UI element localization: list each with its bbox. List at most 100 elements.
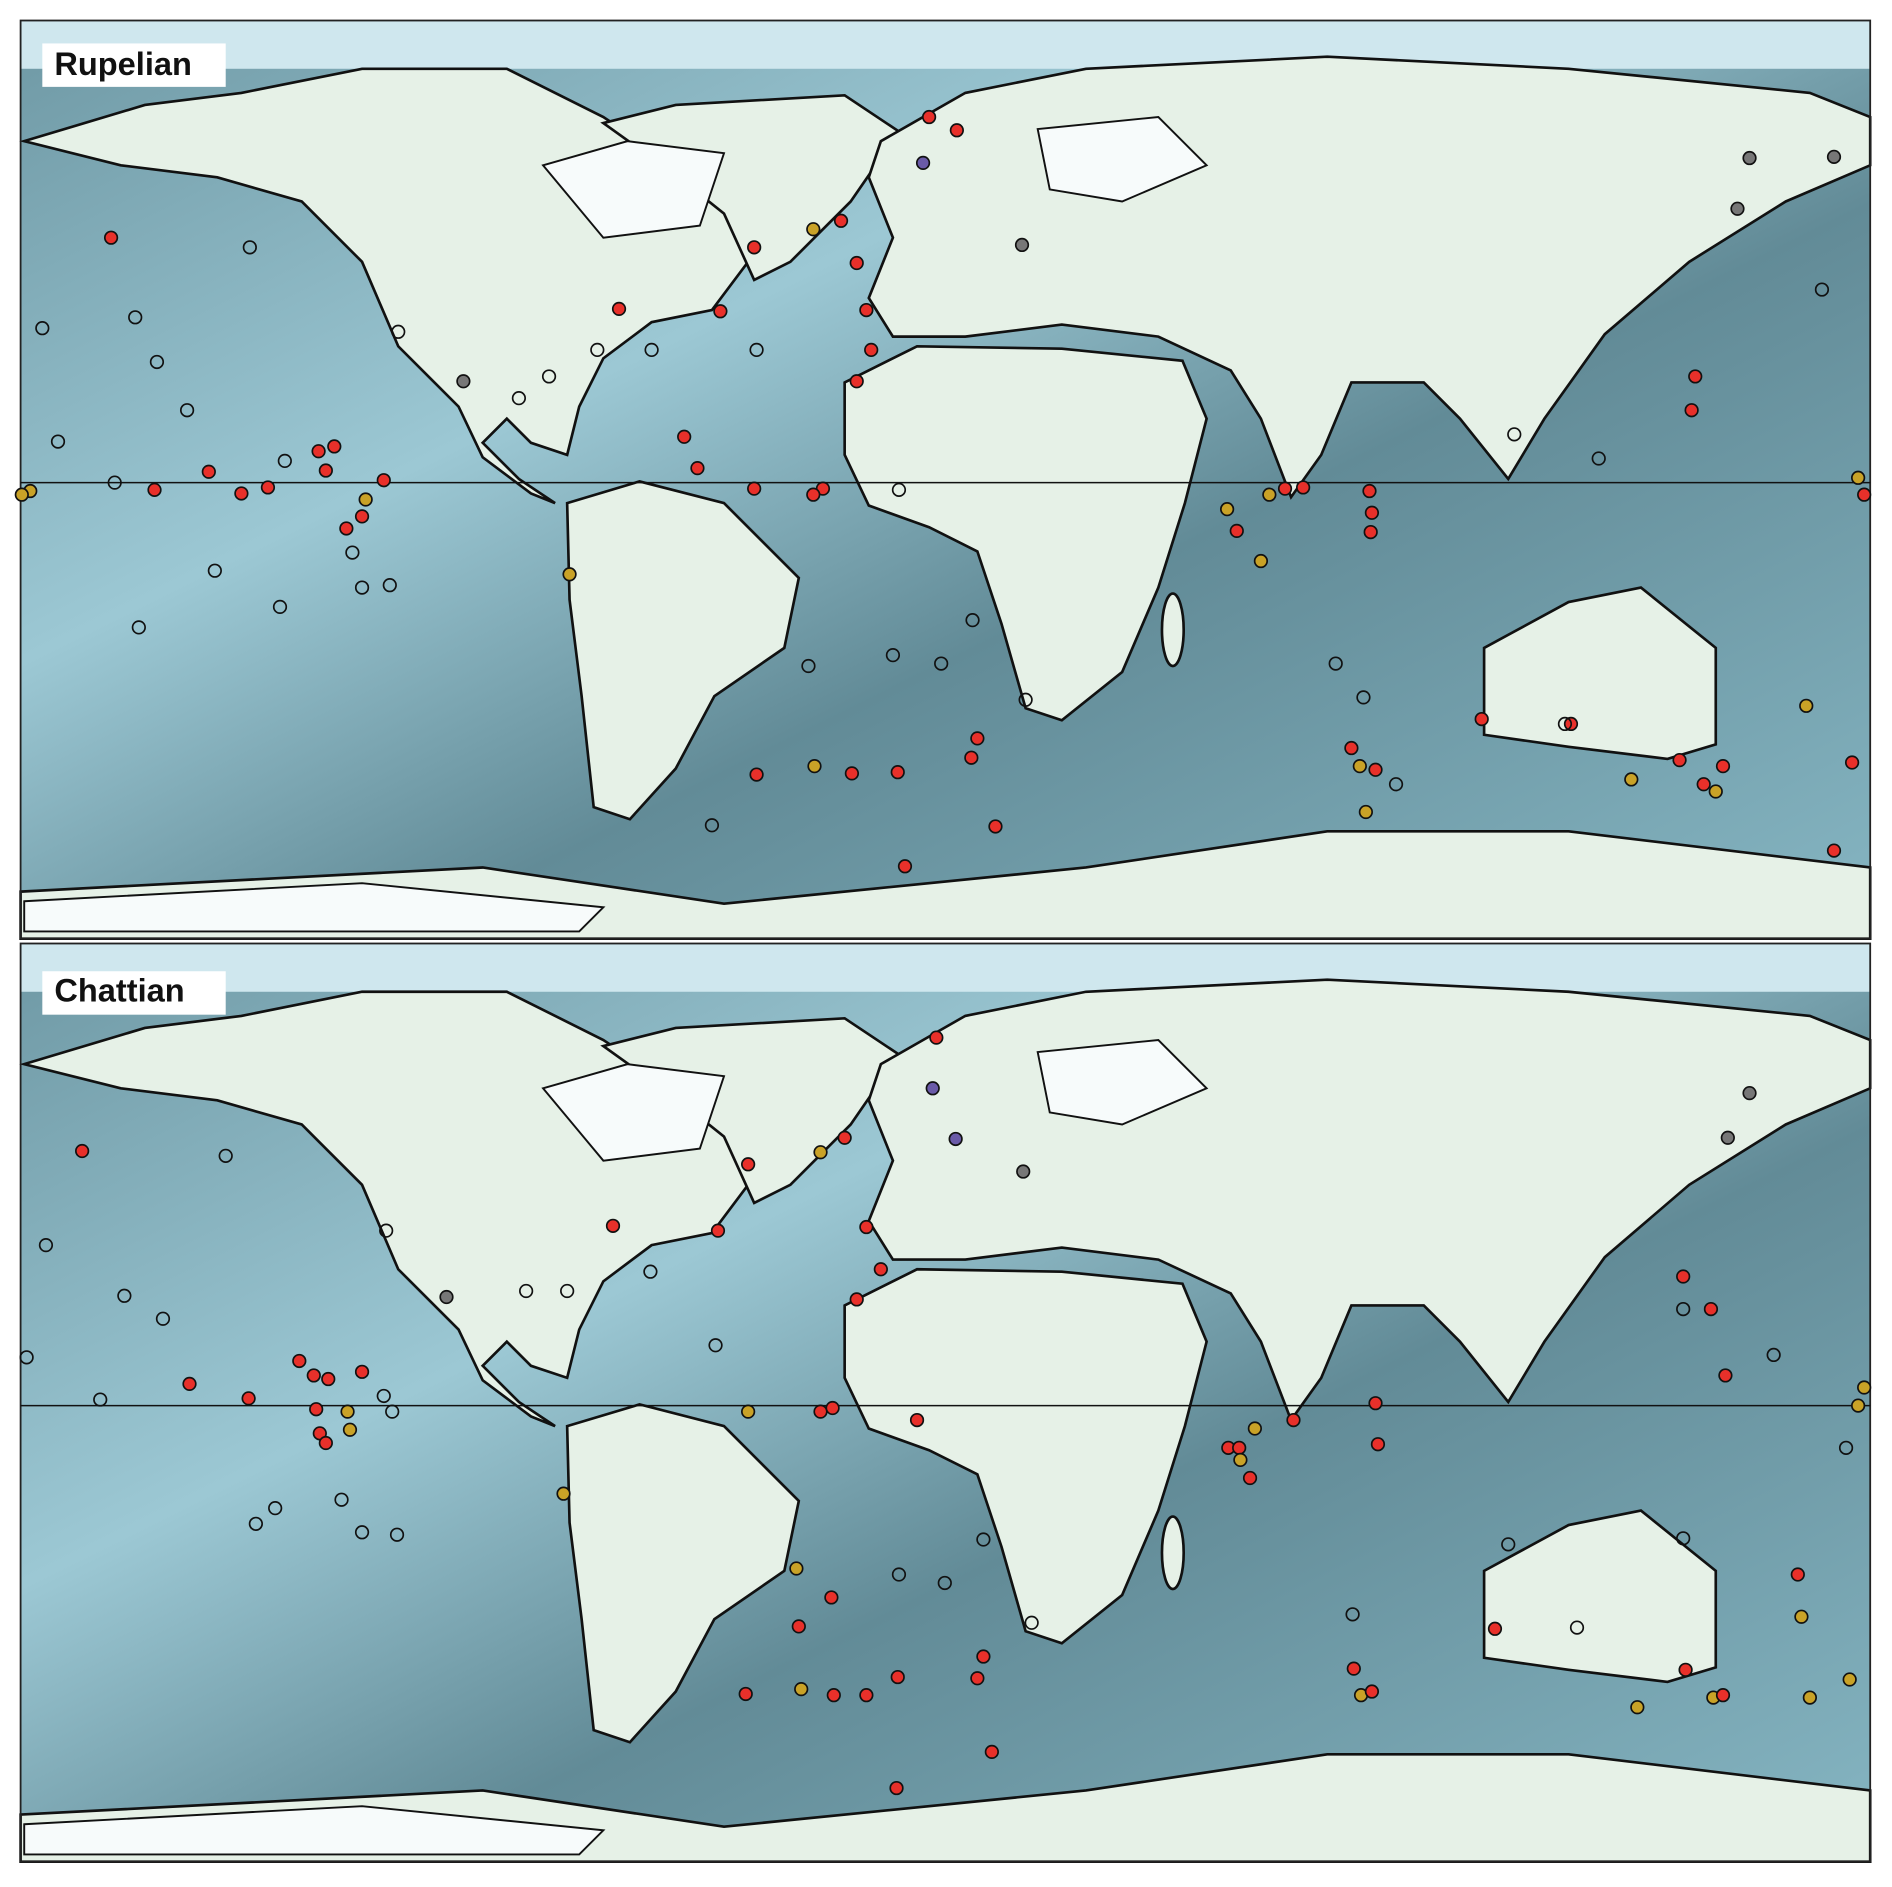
site-marker bbox=[704, 818, 720, 833]
site-marker bbox=[1794, 1609, 1809, 1624]
site-marker bbox=[1678, 1662, 1693, 1677]
site-marker bbox=[741, 1404, 756, 1419]
site-marker bbox=[439, 1289, 454, 1305]
site-marker bbox=[75, 1143, 90, 1159]
site-marker bbox=[1220, 502, 1235, 517]
site-marker bbox=[1364, 505, 1380, 520]
site-marker bbox=[241, 1391, 256, 1406]
site-marker bbox=[147, 482, 162, 497]
site-marker bbox=[1253, 553, 1269, 569]
site-marker bbox=[1247, 1421, 1262, 1436]
site-marker bbox=[272, 599, 288, 614]
site-marker bbox=[345, 545, 360, 560]
site-marker bbox=[970, 1671, 985, 1686]
panel-label: Rupelian bbox=[54, 46, 192, 82]
site-marker bbox=[50, 434, 66, 449]
site-marker bbox=[340, 1404, 355, 1419]
site-marker bbox=[389, 1527, 405, 1542]
site-marker bbox=[38, 1238, 54, 1253]
site-marker bbox=[456, 374, 471, 389]
site-marker bbox=[354, 509, 370, 524]
site-marker bbox=[1368, 762, 1383, 777]
site-marker bbox=[342, 1422, 358, 1437]
site-marker bbox=[376, 473, 391, 488]
site-marker bbox=[747, 481, 762, 496]
site-marker bbox=[713, 304, 728, 319]
site-marker bbox=[1229, 523, 1244, 538]
site-marker bbox=[155, 1311, 171, 1326]
site-marker bbox=[826, 1688, 841, 1703]
site-marker bbox=[988, 819, 1003, 834]
site-marker bbox=[1844, 755, 1860, 770]
site-marker bbox=[747, 240, 762, 255]
site-marker bbox=[833, 213, 849, 228]
map-panel: Rupelian bbox=[19, 19, 1872, 941]
site-marker bbox=[825, 1400, 840, 1416]
site-marker bbox=[806, 487, 821, 502]
site-marker bbox=[311, 444, 326, 459]
site-marker bbox=[1356, 690, 1371, 705]
site-marker bbox=[1766, 1347, 1781, 1363]
site-marker bbox=[1826, 149, 1842, 164]
site-marker bbox=[1742, 1085, 1757, 1101]
site-marker bbox=[1296, 480, 1311, 495]
site-marker bbox=[1802, 1690, 1817, 1705]
site-marker bbox=[334, 1492, 349, 1507]
site-marker bbox=[789, 1561, 804, 1576]
site-marker bbox=[1742, 150, 1757, 166]
site-marker bbox=[519, 1283, 534, 1299]
site-marker bbox=[1857, 487, 1872, 502]
site-marker bbox=[1676, 1301, 1691, 1317]
site-marker bbox=[1838, 1440, 1854, 1455]
site-marker bbox=[965, 613, 980, 628]
site-marker bbox=[1696, 777, 1711, 792]
site-marker bbox=[1344, 740, 1359, 756]
site-marker bbox=[1487, 1621, 1503, 1636]
site-marker bbox=[749, 342, 764, 358]
site-marker bbox=[306, 1368, 321, 1383]
site-marker bbox=[890, 765, 905, 780]
site-marker bbox=[1346, 1661, 1361, 1676]
site-marker bbox=[1328, 656, 1343, 671]
site-marker bbox=[234, 486, 249, 501]
site-marker bbox=[1345, 1607, 1360, 1622]
site-marker bbox=[93, 1392, 108, 1407]
site-marker bbox=[385, 1404, 400, 1419]
site-marker bbox=[1676, 1531, 1691, 1546]
site-marker bbox=[849, 374, 864, 389]
site-marker bbox=[859, 1219, 874, 1235]
label-box bbox=[42, 43, 226, 87]
site-marker bbox=[1857, 1380, 1872, 1395]
site-marker bbox=[1708, 784, 1723, 799]
site-marker bbox=[1718, 1368, 1733, 1383]
site-marker bbox=[1851, 1398, 1866, 1413]
site-marker bbox=[277, 453, 292, 469]
site-marker bbox=[1688, 369, 1703, 384]
site-marker bbox=[1014, 237, 1030, 253]
site-marker bbox=[318, 1435, 333, 1451]
site-marker bbox=[1703, 1301, 1719, 1317]
site-marker bbox=[909, 1412, 925, 1428]
site-marker bbox=[837, 1130, 852, 1145]
site-marker bbox=[859, 1688, 874, 1703]
label-box bbox=[42, 971, 226, 1015]
site-marker bbox=[268, 1501, 283, 1516]
site-marker bbox=[376, 1388, 391, 1404]
site-marker bbox=[891, 1567, 907, 1582]
site-marker bbox=[949, 123, 964, 138]
site-marker bbox=[382, 578, 397, 593]
site-marker bbox=[391, 324, 406, 339]
site-marker bbox=[807, 759, 822, 774]
site-marker bbox=[897, 859, 913, 874]
site-marker bbox=[541, 369, 557, 384]
site-marker bbox=[354, 1364, 370, 1379]
site-marker bbox=[1790, 1567, 1805, 1582]
site-marker bbox=[976, 1649, 991, 1664]
site-marker bbox=[925, 1081, 940, 1096]
site-marker bbox=[511, 391, 527, 406]
site-marker bbox=[738, 1686, 753, 1702]
site-marker bbox=[915, 155, 931, 170]
site-marker bbox=[242, 240, 257, 255]
site-marker bbox=[103, 230, 119, 245]
site-marker bbox=[1630, 1700, 1645, 1715]
